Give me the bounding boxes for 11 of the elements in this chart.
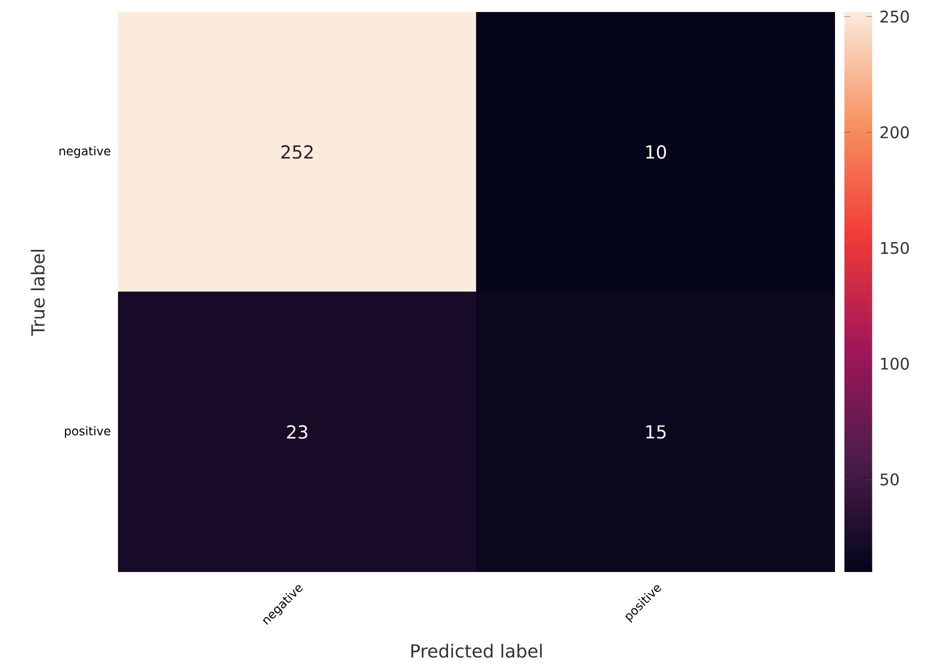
color-bar-label: 200 (880, 126, 909, 138)
data-label: 252 (281, 145, 313, 159)
data-label: 23 (287, 425, 308, 439)
color-bar-label: 100 (881, 358, 909, 370)
color-bar-label: 50 (880, 473, 899, 486)
color-bar-label: 250 (880, 10, 909, 23)
x-axis-title: Predicted label (411, 644, 542, 658)
y-axis-title: True label (30, 250, 45, 336)
data-label: 10 (646, 145, 666, 159)
data-label: 15 (646, 425, 666, 439)
color-bar-label: 150 (881, 242, 909, 254)
